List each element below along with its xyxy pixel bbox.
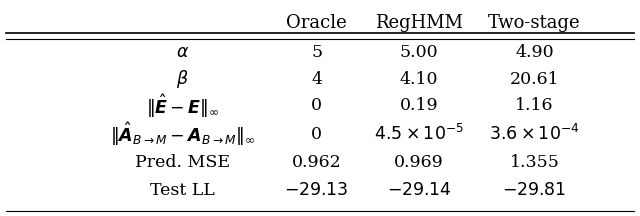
Text: $4.5 \times 10^{-5}$: $4.5 \times 10^{-5}$ xyxy=(374,124,464,145)
Text: 1.16: 1.16 xyxy=(515,97,554,114)
Text: 0.969: 0.969 xyxy=(394,154,444,171)
Text: 4: 4 xyxy=(311,71,323,88)
Text: 0: 0 xyxy=(311,97,323,114)
Text: Oracle: Oracle xyxy=(287,14,347,32)
Text: 0.962: 0.962 xyxy=(292,154,342,171)
Text: 0: 0 xyxy=(311,126,323,143)
Text: Two-stage: Two-stage xyxy=(488,14,580,32)
Text: 5: 5 xyxy=(311,44,323,61)
Text: $\|\hat{\boldsymbol{A}}_{B\to M} - \boldsymbol{A}_{B\to M}\|_\infty$: $\|\hat{\boldsymbol{A}}_{B\to M} - \bold… xyxy=(109,121,255,148)
Text: 0.19: 0.19 xyxy=(400,97,438,114)
Text: Test LL: Test LL xyxy=(150,182,215,199)
Text: 5.00: 5.00 xyxy=(400,44,438,61)
Text: RegHMM: RegHMM xyxy=(375,14,463,32)
Text: 20.61: 20.61 xyxy=(509,71,559,88)
Text: 4.10: 4.10 xyxy=(400,71,438,88)
Text: Pred. MSE: Pred. MSE xyxy=(135,154,230,171)
Text: $-29.13$: $-29.13$ xyxy=(285,182,349,199)
Text: 4.90: 4.90 xyxy=(515,44,554,61)
Text: $\|\hat{\boldsymbol{E}} - \boldsymbol{E}\|_\infty$: $\|\hat{\boldsymbol{E}} - \boldsymbol{E}… xyxy=(146,92,219,120)
Text: $\alpha$: $\alpha$ xyxy=(176,44,189,61)
Text: $-29.81$: $-29.81$ xyxy=(502,182,566,199)
Text: $3.6 \times 10^{-4}$: $3.6 \times 10^{-4}$ xyxy=(489,124,580,145)
Text: $\beta$: $\beta$ xyxy=(176,68,189,91)
Text: $-29.14$: $-29.14$ xyxy=(387,182,452,199)
Text: 1.355: 1.355 xyxy=(509,154,559,171)
